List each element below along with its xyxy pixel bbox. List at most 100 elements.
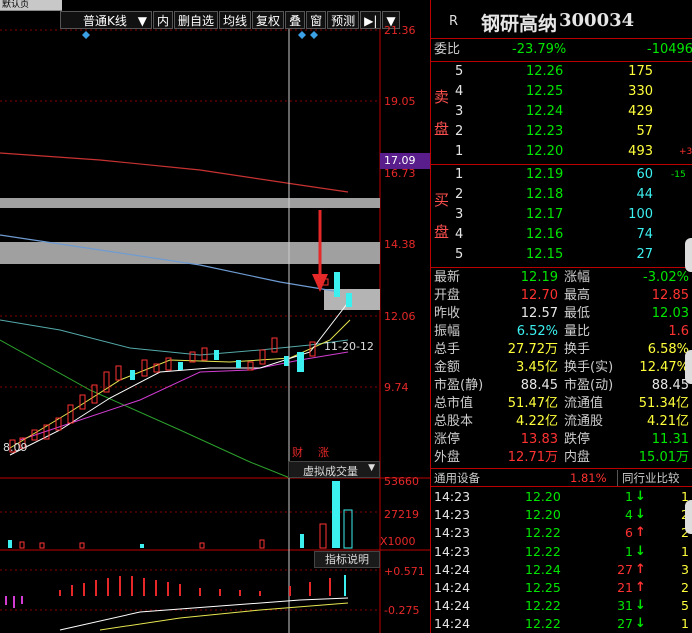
toolbar-menu-button[interactable]: ▼ — [382, 11, 400, 29]
quote-value: 12.03 — [651, 306, 689, 321]
tick-row: 14:23 12.20 1 ↓ 1 — [431, 488, 692, 506]
volume-unit-label: X1000 — [380, 535, 416, 548]
buy-level-price: 12.17 — [526, 207, 564, 222]
quote-row: 最新 12.19 涨幅 -3.02% — [431, 269, 692, 287]
toolbar-button-adjust[interactable]: 复权 — [252, 11, 285, 29]
tick-volume: 27 — [617, 616, 633, 632]
buy-level-row[interactable]: 3 12.17 100 — [431, 206, 692, 224]
event-marker-icon[interactable] — [310, 31, 318, 39]
toolbar-expand-button[interactable]: ▶| — [360, 11, 382, 29]
price-axis-label: 19.05 — [384, 95, 416, 108]
tick-count: 1 — [681, 543, 689, 559]
quote-value: -3.02% — [643, 270, 689, 285]
commission-ratio: -23.79% — [512, 42, 567, 57]
indicator-axis-label: -0.275 — [384, 604, 420, 617]
date-label: 11-20-12 — [324, 340, 374, 353]
arrow-down-icon: ↓ — [635, 616, 646, 632]
divider — [431, 486, 692, 487]
commission-diff: -10496 — [647, 42, 692, 57]
sell-level-volume: 429 — [628, 104, 653, 119]
sell-level-row[interactable]: 5 12.26 175 — [431, 63, 692, 81]
ma-line — [0, 339, 291, 479]
industry-change: 1.81% — [570, 471, 607, 485]
tick-time: 14:24 — [434, 598, 471, 614]
tick-time: 14:24 — [434, 561, 471, 577]
buy-level-index: 3 — [455, 207, 464, 222]
tick-row: 14:23 12.22 6 ↑ 2 — [431, 524, 692, 542]
quote-value: 11.31 — [651, 432, 689, 447]
quote-label: 换手 — [564, 342, 591, 357]
sell-level-row[interactable]: 2 12.23 57 — [431, 123, 692, 141]
page-tab[interactable]: 默认页 — [0, 0, 62, 11]
finance-badge[interactable]: 财 — [292, 446, 303, 459]
limit-up-badge[interactable]: 涨 — [318, 446, 329, 459]
panel-scroll-handle[interactable] — [685, 500, 692, 534]
quote-label: 市盈(动) — [564, 378, 614, 393]
toolbar-button-inner[interactable]: 内 — [153, 11, 174, 29]
buy-level-row[interactable]: 4 12.16 74 — [431, 226, 692, 244]
event-marker-icon[interactable] — [82, 31, 90, 39]
tick-count: 2 — [681, 580, 689, 595]
toolbar-button-forecast[interactable]: 预测 — [327, 11, 360, 29]
toolbar-button-remove-watchlist[interactable]: 删自选 — [174, 11, 219, 29]
buy-level-price: 12.16 — [526, 227, 564, 242]
quote-value: 4.22亿 — [516, 414, 558, 429]
gap-band — [0, 198, 380, 208]
tick-row: 14:24 12.25 21 ↑ 2 — [431, 579, 692, 597]
chart-toolbar: 普通K线 ▼ 内 删自选 均线 复权 叠 窗 预测 ▶| ▼ — [60, 11, 401, 29]
toolbar-button-overlay[interactable]: 叠 — [285, 11, 306, 29]
sell-level-row[interactable]: 1 12.20 493 +3 — [431, 143, 692, 161]
sell-level-change: +3 — [679, 147, 692, 157]
tab-industry[interactable]: 通用设备 — [434, 471, 480, 485]
tab-peer-compare[interactable]: 同行业比较 — [617, 470, 684, 486]
quote-label: 跌停 — [564, 432, 591, 447]
quote-row: 总市值 51.47亿 流通值 51.34亿 — [431, 395, 692, 413]
buy-level-index: 5 — [455, 247, 464, 262]
panel-scroll-handle[interactable] — [685, 238, 692, 272]
quote-label: 总手 — [434, 342, 461, 357]
tick-time: 14:23 — [434, 525, 471, 541]
quote-value: 12.19 — [520, 270, 558, 285]
quote-row: 昨收 12.57 最低 12.03 — [431, 305, 692, 323]
buy-level-index: 4 — [455, 227, 464, 242]
sell-level-index: 4 — [455, 84, 464, 99]
sell-level-row[interactable]: 3 12.24 429 — [431, 103, 692, 121]
quote-value: 27.72万 — [507, 342, 558, 357]
buy-level-volume: 100 — [628, 207, 653, 222]
volume-type-dropdown[interactable]: 虚拟成交量 ▼ — [288, 461, 380, 478]
toolbar-button-window[interactable]: 窗 — [306, 11, 327, 29]
indicator-line — [99, 602, 349, 631]
quote-label: 内盘 — [564, 450, 591, 465]
quote-row: 市盈(静) 88.45 市盈(动) 88.45 — [431, 377, 692, 395]
volume-bars — [8, 481, 353, 549]
quote-value: 13.83 — [520, 432, 558, 447]
sell-level-row[interactable]: 4 12.25 330 — [431, 83, 692, 101]
sell-level-volume: 330 — [628, 84, 653, 99]
tick-count: 5 — [681, 598, 689, 614]
quote-label: 流通股 — [564, 414, 604, 429]
ma-line — [0, 234, 341, 293]
indicator-help-button[interactable]: 指标说明 — [314, 551, 380, 568]
buy-level-row[interactable]: 5 12.15 27 — [431, 246, 692, 264]
tick-price: 12.25 — [525, 580, 561, 595]
kline-chart[interactable] — [0, 29, 430, 633]
quote-value: 12.47% — [639, 360, 689, 375]
quote-label: 外盘 — [434, 450, 461, 465]
tick-time: 14:23 — [434, 543, 471, 559]
quote-label: 涨幅 — [564, 270, 591, 285]
buy-level-row[interactable]: 2 12.18 44 — [431, 186, 692, 204]
buy-level-index: 2 — [455, 187, 464, 202]
quote-label: 最新 — [434, 270, 461, 285]
quote-label: 流通值 — [564, 396, 604, 411]
toolbar-button-ma[interactable]: 均线 — [219, 11, 252, 29]
buy-level-row[interactable]: 1 12.19 60 -15 — [431, 166, 692, 184]
price-axis-label: 14.38 — [384, 238, 416, 251]
tick-row: 14:24 12.24 27 ↑ 3 — [431, 561, 692, 579]
low-price-label: 8.09 — [3, 441, 28, 454]
buy-level-change: -15 — [671, 170, 686, 180]
kline-type-dropdown[interactable]: 普通K线 ▼ — [60, 11, 152, 29]
event-marker-icon[interactable] — [298, 31, 306, 39]
panel-scroll-handle[interactable] — [685, 350, 692, 384]
candlesticks — [9, 272, 352, 453]
chevron-down-icon: ▼ — [137, 14, 147, 28]
